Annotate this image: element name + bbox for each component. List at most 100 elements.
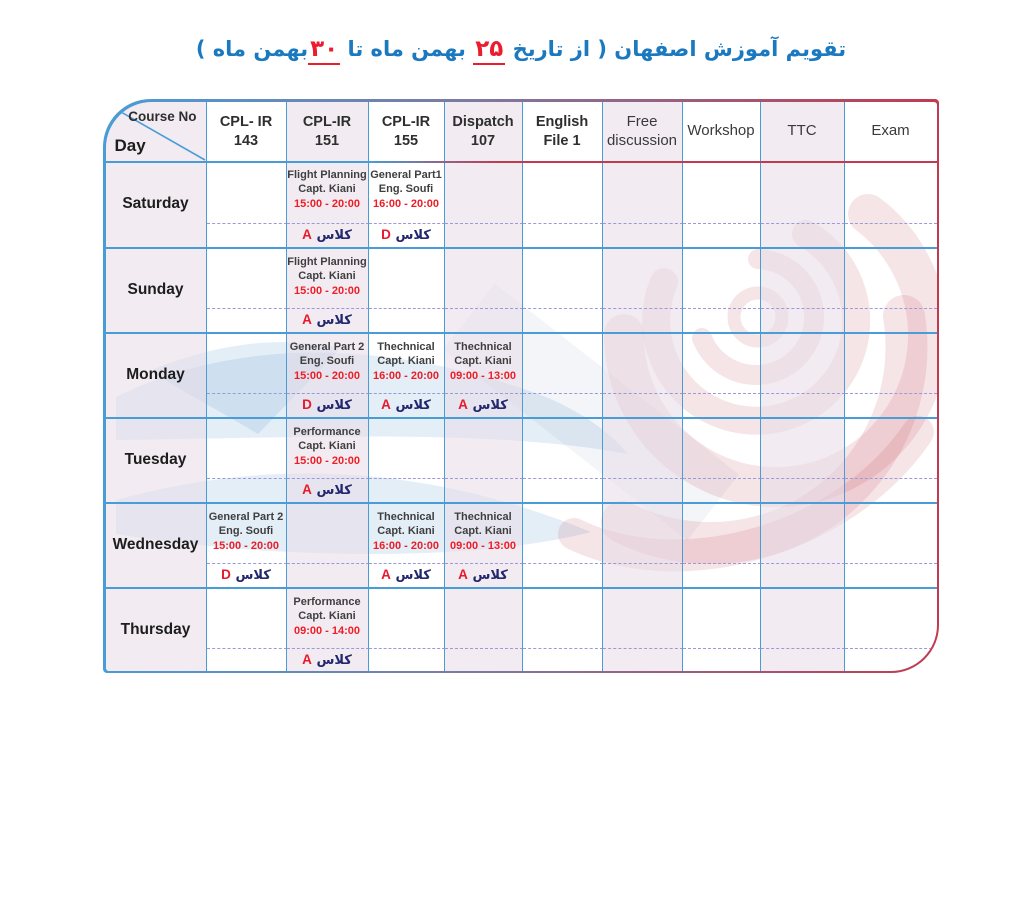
schedule-table: Course No Day CPL- IR 143 CPL-IR 151 CPL-IR 1… — [105, 101, 937, 671]
course-cell-thursday-free-discussion — [602, 586, 683, 648]
instructor-name: Capt. Kiani — [298, 439, 356, 452]
day-label: Sunday — [127, 281, 184, 298]
column-header-cpl-ir-155: CPL-IR 155 — [369, 101, 445, 162]
class-label-cell-wednesday-exam — [844, 562, 937, 587]
class-label-cell-saturday-cpl-ir-151: کلاس A — [286, 222, 369, 247]
title-text-2: بهمن ماه تا — [340, 37, 474, 61]
course-cell-thursday-dispatch-107 — [444, 586, 523, 648]
course-cell-tuesday-workshop — [682, 416, 761, 478]
course-cell-sunday-cpl-ir-143 — [206, 246, 287, 308]
course-cell-saturday-ttc — [760, 161, 845, 223]
day-cell-thursday: Thursday — [105, 586, 207, 671]
class-label-cell-thursday-workshop — [682, 647, 761, 671]
class-label-cell-tuesday-english-file-1 — [522, 477, 603, 502]
header-separator-line — [105, 160, 937, 163]
class-label: کلاس A — [381, 397, 431, 413]
class-label-cell-sunday-exam — [844, 307, 937, 332]
title-start-date: ۲۵ — [473, 36, 506, 65]
class-letter: A — [458, 567, 468, 582]
day-cell-sunday: Sunday — [105, 246, 207, 332]
class-label-cell-monday-cpl-ir-143 — [206, 392, 287, 417]
course-cell-wednesday-free-discussion — [602, 501, 683, 563]
course-cell-saturday-cpl-ir-151: Flight Planning Capt. Kiani 15:00 - 20:00 — [286, 161, 369, 223]
course-name: Flight Planning — [287, 255, 367, 268]
class-letter: A — [381, 397, 391, 412]
column-header-line1: CPL- IR — [219, 114, 273, 131]
class-label-cell-thursday-cpl-ir-155 — [368, 647, 445, 671]
course-name: General Part 2 — [289, 340, 365, 353]
course-cell-wednesday-cpl-ir-151 — [286, 501, 369, 563]
course-cell-thursday-workshop — [682, 586, 761, 648]
course-cell-saturday-free-discussion — [602, 161, 683, 223]
course-cell-sunday-english-file-1 — [522, 246, 603, 308]
course-cell-tuesday-exam — [844, 416, 937, 478]
schedule-table-frame: Course No Day CPL- IR 143 CPL-IR 151 CPL-IR 1… — [103, 99, 939, 673]
course-cell-sunday-workshop — [682, 246, 761, 308]
class-label-cell-thursday-free-discussion — [602, 647, 683, 671]
class-label-cell-saturday-cpl-ir-143 — [206, 222, 287, 247]
class-word: کلاس — [316, 653, 352, 668]
class-letter: D — [381, 227, 391, 242]
course-cell-monday-exam — [844, 331, 937, 393]
course-cell-tuesday-free-discussion — [602, 416, 683, 478]
column-header-cpl-ir-143: CPL- IR 143 — [207, 101, 287, 162]
instructor-name: Eng. Soufi — [218, 524, 274, 537]
course-cell-sunday-ttc — [760, 246, 845, 308]
class-label-cell-monday-ttc — [760, 392, 845, 417]
class-label-cell-tuesday-exam — [844, 477, 937, 502]
class-time: 16:00 - 20:00 — [372, 198, 440, 211]
day-label: Thursday — [120, 621, 191, 638]
schedule-grid: Course No Day CPL- IR 143 CPL-IR 151 CPL-IR 1… — [105, 101, 937, 671]
course-cell-monday-cpl-ir-143 — [206, 331, 287, 393]
class-label-cell-tuesday-dispatch-107 — [444, 477, 523, 502]
class-label-cell-tuesday-cpl-ir-151: کلاس A — [286, 477, 369, 502]
class-label-cell-tuesday-ttc — [760, 477, 845, 502]
day-cell-tuesday: Tuesday — [105, 416, 207, 502]
column-header-line2: 143 — [233, 132, 259, 149]
class-time: 09:00 - 13:00 — [449, 540, 517, 553]
course-cell-tuesday-cpl-ir-155 — [368, 416, 445, 478]
course-cell-saturday-cpl-ir-143 — [207, 161, 287, 223]
column-header-line1: TTC — [787, 122, 817, 140]
title-text-3: بهمن ماه ) — [195, 37, 309, 61]
course-cell-tuesday-ttc — [760, 416, 845, 478]
class-label-cell-monday-english-file-1 — [522, 392, 603, 417]
class-time: 15:00 - 20:00 — [293, 455, 361, 468]
class-label-cell-thursday-exam — [844, 647, 937, 671]
instructor-name: Eng. Soufi — [299, 354, 355, 367]
class-label-cell-sunday-dispatch-107 — [444, 307, 523, 332]
course-name: Thechnical — [454, 510, 512, 523]
course-cell-tuesday-dispatch-107 — [444, 416, 523, 478]
class-label-cell-saturday-ttc — [760, 222, 845, 247]
class-label-cell-tuesday-cpl-ir-155 — [368, 477, 445, 502]
class-label-cell-monday-dispatch-107: کلاس A — [444, 392, 523, 417]
class-time: 15:00 - 20:00 — [293, 285, 361, 298]
column-header-line2: 151 — [314, 132, 340, 149]
class-label-cell-monday-cpl-ir-151: کلاس D — [286, 392, 369, 417]
class-word: کلاس — [316, 398, 352, 413]
course-cell-wednesday-cpl-ir-155: Thechnical Capt. Kiani 16:00 - 20:00 — [368, 501, 445, 563]
class-label-cell-thursday-english-file-1 — [522, 647, 603, 671]
class-word: کلاس — [395, 568, 431, 583]
instructor-name: Capt. Kiani — [454, 524, 512, 537]
column-header-line1: Free — [626, 112, 658, 130]
course-cell-monday-english-file-1 — [522, 331, 603, 393]
course-cell-wednesday-exam — [844, 501, 937, 563]
course-cell-sunday-dispatch-107 — [444, 246, 523, 308]
class-label: کلاس A — [458, 567, 508, 583]
course-cell-wednesday-cpl-ir-143: General Part 2 Eng. Soufi 15:00 - 20:00 — [206, 501, 287, 563]
class-label-cell-thursday-cpl-ir-151: کلاس A — [286, 647, 369, 671]
class-letter: A — [381, 567, 391, 582]
column-header-line1: English — [535, 114, 589, 131]
column-header-line2: 107 — [470, 132, 496, 149]
class-label-cell-thursday-cpl-ir-143 — [206, 647, 287, 671]
class-label: کلاس A — [381, 567, 431, 583]
course-cell-saturday-workshop — [683, 161, 761, 223]
class-label-cell-saturday-free-discussion — [602, 222, 683, 247]
course-name: Flight Planning — [287, 168, 367, 181]
course-cell-thursday-exam — [844, 586, 937, 648]
course-cell-thursday-cpl-ir-151: Performance Capt. Kiani 09:00 - 14:00 — [286, 586, 369, 648]
class-label-cell-saturday-cpl-ir-155: کلاس D — [368, 222, 445, 247]
class-letter: A — [302, 227, 312, 242]
